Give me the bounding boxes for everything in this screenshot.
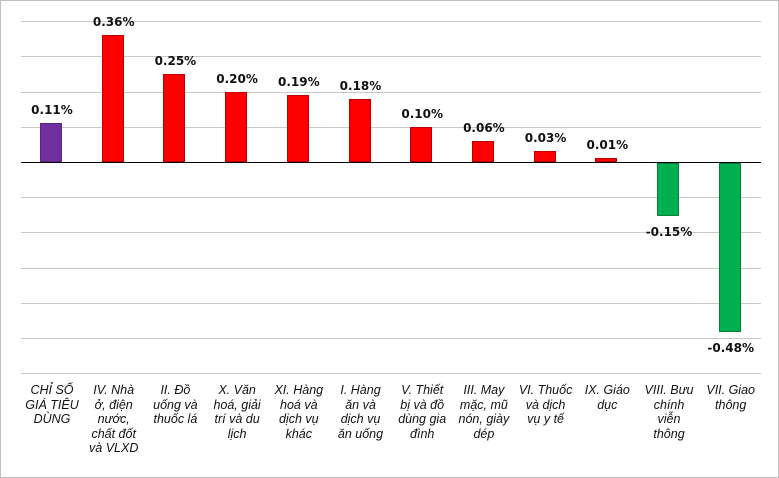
gridline — [21, 21, 761, 22]
category-label: IX. Giáo dục — [584, 383, 630, 412]
bar — [657, 163, 679, 216]
bar — [471, 141, 494, 162]
data-label: 0.03% — [524, 131, 567, 145]
category-label: II. Đồ uống và thuốc lá — [153, 383, 198, 426]
category-label: VII. Giao thông — [706, 383, 755, 412]
data-label: -0.48% — [707, 341, 754, 355]
data-label: 0.10% — [401, 107, 443, 121]
bar — [533, 151, 556, 162]
gridline — [21, 197, 761, 198]
category-label: X. Văn hoá, giải trí và du lịch — [213, 383, 261, 441]
data-label: 0.18% — [339, 79, 382, 93]
gridline — [21, 338, 761, 339]
category-label: XI. Hàng hoá và dịch vụ khác — [274, 383, 324, 441]
gridline — [21, 373, 761, 374]
bar — [410, 127, 433, 162]
category-label: VI. Thuốc và dịch vụ y tế — [518, 383, 573, 426]
data-label: 0.11% — [31, 103, 73, 117]
data-label: 0.06% — [463, 121, 505, 135]
gridline — [21, 303, 761, 304]
data-label: 0.20% — [216, 72, 258, 86]
gridline — [21, 127, 761, 128]
bar — [286, 95, 309, 162]
data-label: 0.25% — [154, 54, 197, 68]
bar — [348, 99, 371, 162]
data-label: 0.01% — [586, 138, 629, 152]
bar — [595, 158, 618, 162]
data-label: 0.36% — [92, 15, 135, 29]
category-label: V. Thiết bị và đồ dùng gia đình — [398, 383, 447, 441]
gridline — [21, 56, 761, 57]
data-label: -0.15% — [645, 225, 693, 239]
gridline — [21, 92, 761, 93]
category-label: IV. Nhà ở, điện nước, chất đốt và VLXD — [89, 383, 139, 455]
category-label: VIII. Bưu chính viễn thông — [644, 383, 694, 441]
data-label: 0.19% — [277, 75, 320, 89]
bar — [101, 35, 124, 162]
category-label: III. May mặc, mũ nón, giày dép — [458, 383, 510, 441]
gridline — [21, 232, 761, 233]
gridline — [21, 268, 761, 269]
bar — [225, 92, 248, 162]
bar — [40, 123, 62, 162]
bar — [163, 74, 186, 162]
category-label: CHỈ SỐ GIÁ TIÊU DÙNG — [25, 383, 79, 426]
bar — [718, 163, 741, 332]
zero-axis-line — [21, 162, 761, 163]
category-label: I. Hàng ăn và dịch vụ ăn uống — [337, 383, 384, 441]
